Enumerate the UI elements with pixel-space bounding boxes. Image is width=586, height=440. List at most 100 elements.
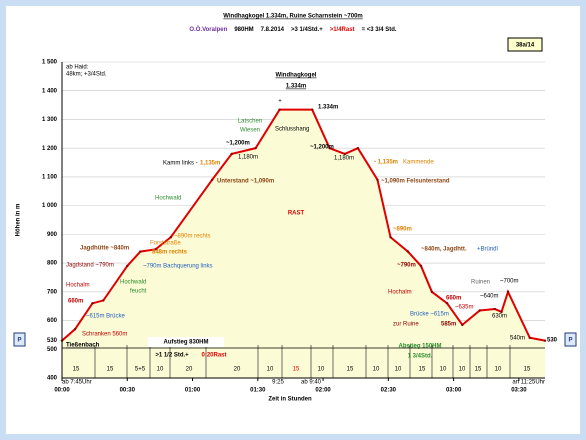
ascent-rast: 0:20Rast <box>201 353 226 359</box>
annotation: 540m <box>510 336 525 342</box>
annotation: - 1,135m <box>374 160 398 166</box>
profile-point <box>543 339 547 342</box>
summit-name: 1.334m <box>286 84 306 90</box>
profile-point <box>254 146 257 150</box>
profile-point <box>154 248 157 251</box>
annotation: 660m <box>68 299 83 305</box>
area <box>62 109 545 379</box>
parking: P <box>568 338 572 344</box>
profile-point <box>328 146 331 150</box>
segment-duration: 10 <box>495 367 502 373</box>
x-tick-label: 03:00 <box>446 388 462 394</box>
note: 48km; +3/4Std. <box>66 72 107 78</box>
profile-point <box>430 290 434 294</box>
rast: RAST <box>288 211 305 217</box>
annotation: 630m <box>492 314 507 320</box>
annotation: Brücke ~615m <box>410 312 449 318</box>
annotation: ~1,200m <box>310 145 334 151</box>
segment-duration: 15 <box>107 367 114 373</box>
profile-point <box>139 250 142 253</box>
profile-point <box>445 302 449 305</box>
parking-box <box>564 332 577 347</box>
annotation: +Bründl <box>477 247 498 253</box>
annotation: Forststraße <box>150 241 181 247</box>
segment-duration: 10 <box>440 367 447 373</box>
y-tick-label: 1 000 <box>42 203 58 209</box>
segment-duration: 10 <box>373 367 380 373</box>
subtitle-part: >1/4Rast <box>330 27 355 33</box>
end-elevation: 530 <box>547 338 558 344</box>
segment-duration: 15 <box>524 367 531 373</box>
annotation: ~615m Brücke <box>86 314 126 320</box>
profile-point <box>230 152 233 156</box>
annotation: Jagdhütte ~840m <box>80 246 129 252</box>
annotation: 660m <box>446 296 461 302</box>
subtitle: O.Ö.Voralpen 980HM 7.8.2014 >3 1/4Std.+ >1/4… <box>189 26 397 33</box>
y-tick-label: 800 <box>47 261 58 267</box>
segment-duration: 15 <box>293 367 300 373</box>
segment-duration: 15 <box>419 367 426 373</box>
time-note: an 11:25Uhr <box>512 380 545 386</box>
segment-duration: 10 <box>318 367 325 373</box>
annotation: 1,135m <box>200 161 220 167</box>
y-tick-label: 700 <box>47 289 58 295</box>
summit-label: 1.334m <box>318 105 338 111</box>
y-tick-label: 1 100 <box>42 174 58 180</box>
subtitle-part: 980HM <box>234 27 253 33</box>
annotation: ~700m <box>500 279 519 285</box>
annotation: Schlusshang <box>275 127 309 133</box>
profile-point <box>493 307 497 311</box>
profile-point <box>419 264 423 268</box>
x-tick-label: 00:00 <box>54 388 70 394</box>
profile-point <box>126 264 129 268</box>
profile-point <box>478 309 481 312</box>
annotation: Kammende <box>403 160 434 166</box>
y-tick-label: 900 <box>47 232 58 238</box>
segment-duration: 20 <box>186 367 193 373</box>
subtitle-part: O.Ö.Voralpen <box>189 26 227 33</box>
x-tick-label: 02:00 <box>315 388 331 394</box>
x-tick-label: 03:30 <box>511 388 527 394</box>
annotation: ~790m Bachquerung links <box>143 264 213 270</box>
segment-duration: 10 <box>459 367 466 373</box>
time-note: ab 9:40 <box>301 380 322 386</box>
annotation: ~635m <box>455 305 474 311</box>
time-note: ab 7:45Uhr <box>62 380 92 386</box>
annotation: ~790m <box>397 263 416 269</box>
segment-duration: 15 <box>475 367 482 373</box>
profile-point <box>356 146 360 150</box>
y-tick-label: 500 <box>47 347 58 353</box>
profile-point <box>278 108 281 111</box>
annotation: 848m rechts <box>152 250 188 256</box>
summit-marker: + <box>278 99 282 105</box>
x-tick-label: 01:30 <box>250 388 266 394</box>
x-tick-label: 01:00 <box>185 388 201 394</box>
y-tick-label: 1 500 <box>42 60 58 66</box>
y-axis-label: Höhen in m <box>16 204 22 237</box>
annotation: zur Ruine <box>393 322 419 328</box>
y-tick-label: 600 <box>47 318 58 324</box>
time-note: 9:25 <box>272 380 284 386</box>
profile-point <box>500 310 503 314</box>
annotation: Hochwald <box>120 280 146 286</box>
ascent-time: >1 1/2 Std.+ <box>155 353 189 359</box>
title: Windhagkogel 1.334m, Ruine Scharnstein ~… <box>223 14 363 20</box>
subtitle-part: = <3 3/4 Std. <box>362 27 397 33</box>
profile-point <box>389 236 392 239</box>
annotation: Unterstand ~1,090m <box>217 179 274 185</box>
y-tick-label: 400 <box>47 376 58 382</box>
annotation: Hochwald <box>155 196 181 202</box>
profile-point <box>406 250 410 253</box>
x-tick-label: 02:30 <box>381 388 397 394</box>
y-tick-label: 1 200 <box>42 146 58 152</box>
subtitle-part: >3 1/4Std.+ <box>291 27 323 33</box>
annotation: feucht <box>130 289 147 295</box>
segment-duration: 20 <box>234 367 241 373</box>
ascent: Aufstieg 830HM <box>163 340 208 346</box>
descent: Abstieg 150HM <box>398 344 441 350</box>
y-tick-label: 530 <box>47 338 58 344</box>
segment-duration: 15 <box>347 367 354 373</box>
annotation: 585m <box>441 322 456 328</box>
